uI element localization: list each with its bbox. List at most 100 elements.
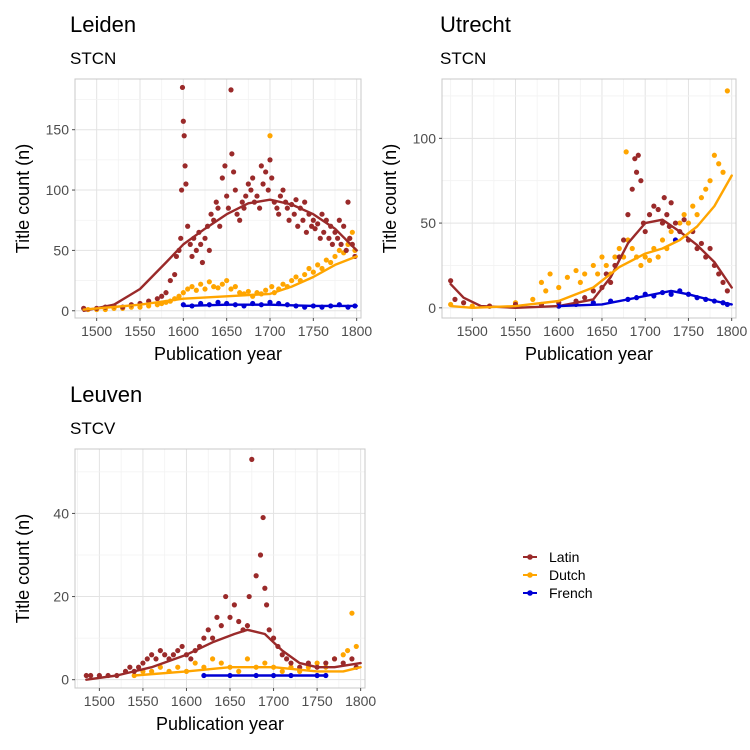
point-dutch (198, 281, 204, 287)
point-latin (276, 211, 282, 217)
point-dutch (315, 262, 321, 268)
point-latin (321, 229, 327, 235)
x-tick-label: 1550 (127, 693, 158, 709)
point-dutch (707, 178, 713, 184)
point-dutch (595, 271, 601, 277)
point-latin (608, 279, 614, 286)
point-french (215, 299, 221, 305)
point-latin (343, 247, 349, 254)
panel-utrecht: Utrecht STCN 1500 1550 1600 1650 1700 1750 1800 0… (380, 12, 747, 364)
point-latin (336, 217, 342, 223)
point-latin (175, 647, 181, 654)
point-latin (582, 295, 588, 301)
panel-title: Leiden (70, 12, 136, 37)
point-dutch (219, 281, 225, 287)
point-latin (295, 223, 301, 229)
point-dutch (232, 284, 238, 290)
point-latin (331, 656, 338, 662)
trend-line-dutch (133, 666, 362, 677)
point-latin (646, 212, 653, 218)
x-tick-label: 1550 (500, 323, 531, 339)
point-dutch (310, 269, 316, 275)
point-latin (231, 169, 237, 175)
point-latin (218, 623, 224, 629)
legend-key-point-dutch (527, 572, 533, 578)
point-latin (172, 271, 178, 278)
point-latin (263, 169, 269, 175)
point-dutch (149, 668, 155, 674)
point-dutch (262, 660, 268, 666)
y-tick-label: 50 (53, 242, 69, 258)
legend-label-french: French (549, 585, 593, 601)
y-axis-label: Title count (n) (13, 144, 33, 253)
point-latin (302, 199, 308, 205)
point-latin (260, 514, 266, 521)
point-latin (265, 187, 271, 193)
point-dutch (543, 288, 549, 294)
legend-key-point-latin (527, 554, 533, 560)
point-dutch (237, 290, 243, 296)
point-latin (215, 205, 221, 211)
panel-title: Utrecht (440, 12, 511, 37)
point-latin (310, 217, 316, 223)
point-latin (347, 235, 353, 241)
point-dutch (573, 267, 579, 274)
point-latin (277, 193, 283, 199)
x-tick-label: 1700 (258, 693, 289, 709)
point-dutch (236, 668, 242, 674)
x-tick-label: 1500 (81, 323, 112, 339)
point-dutch (599, 254, 605, 260)
point-latin (179, 187, 185, 193)
point-latin (188, 656, 194, 662)
point-latin (655, 206, 661, 213)
point-dutch (353, 643, 359, 650)
point-latin (234, 211, 240, 217)
point-latin (266, 627, 272, 633)
y-axis-label: Title count (n) (380, 144, 400, 253)
point-dutch (340, 652, 346, 658)
point-latin (263, 602, 270, 608)
point-latin (208, 211, 214, 217)
y-tick-label: 50 (420, 215, 436, 231)
point-latin (163, 290, 169, 296)
panel-title: Leuven (70, 382, 142, 407)
point-latin (319, 211, 325, 217)
point-latin (257, 205, 263, 211)
point-latin (257, 552, 264, 558)
point-dutch (681, 212, 687, 218)
trend-line-dutch (449, 174, 733, 309)
point-latin (219, 175, 225, 181)
point-dutch (344, 647, 351, 654)
point-latin (461, 300, 467, 306)
point-dutch (538, 279, 545, 286)
point-latin (664, 212, 670, 218)
point-latin (258, 163, 264, 169)
point-latin (201, 635, 207, 641)
point-dutch (720, 169, 726, 175)
point-dutch (323, 257, 329, 263)
point-dutch (293, 274, 299, 280)
point-dutch (224, 277, 230, 284)
trend-line-latin (82, 198, 358, 312)
point-dutch (646, 257, 653, 263)
point-dutch (157, 664, 163, 670)
point-latin (189, 253, 195, 260)
point-latin (198, 241, 204, 247)
point-latin (202, 235, 208, 241)
legend: Latin Dutch French (523, 549, 593, 601)
y-tick-label: 0 (61, 303, 69, 319)
point-dutch (176, 293, 182, 299)
point-latin (312, 226, 318, 232)
point-latin (237, 217, 243, 223)
legend-key-point-french (527, 590, 533, 596)
point-dutch (193, 287, 199, 293)
point-latin (288, 660, 294, 666)
point-latin (153, 656, 159, 662)
point-dutch (175, 664, 181, 670)
point-dutch (209, 656, 216, 662)
point-latin (280, 187, 286, 193)
point-dutch (703, 186, 709, 192)
trend-line-french (557, 289, 733, 308)
point-dutch (279, 668, 285, 674)
x-tick-label: 1800 (341, 323, 372, 339)
